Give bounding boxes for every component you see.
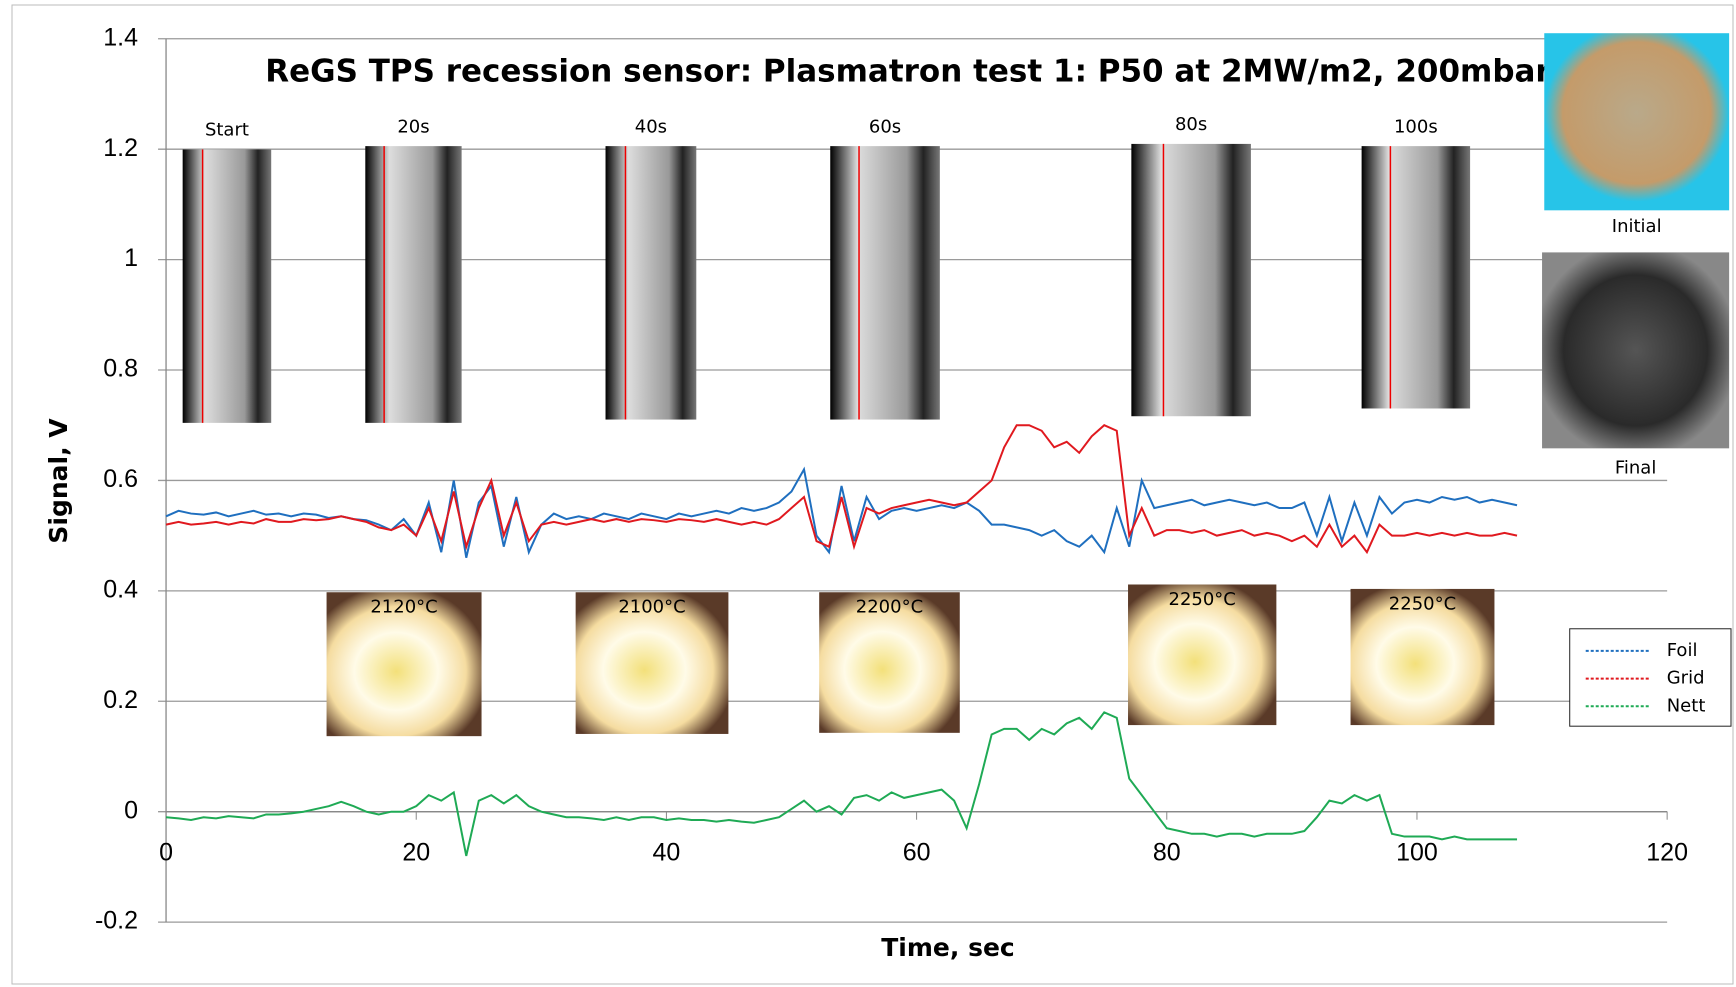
y-tick-label: -0.2 <box>95 907 138 935</box>
x-tick-label: 120 <box>1646 838 1688 866</box>
sample-image <box>1544 33 1730 211</box>
y-axis-label: Signal, V <box>44 418 73 544</box>
legend-box <box>1569 628 1732 727</box>
xray-image <box>1131 143 1251 417</box>
xray-image <box>182 149 272 423</box>
xray-label: 80s <box>1175 114 1207 135</box>
chart-title: ReGS TPS recession sensor: Plasmatron te… <box>265 54 1551 90</box>
x-tick-label: 0 <box>159 838 173 866</box>
y-tick-label: 0.8 <box>103 355 138 383</box>
temperature-label: 2200°C <box>856 597 923 618</box>
legend-label: Foil <box>1667 640 1698 661</box>
temperature-label: 2120°C <box>370 597 437 618</box>
xray-image <box>605 146 697 420</box>
legend-label: Grid <box>1667 668 1705 689</box>
xray-label: Start <box>205 120 249 141</box>
y-tick-label: 0.6 <box>103 465 138 493</box>
x-tick-label: 20 <box>402 838 430 866</box>
temperature-label: 2100°C <box>618 597 685 618</box>
sample-image <box>1542 252 1730 449</box>
series-line <box>165 711 1518 857</box>
y-tick-label: 0.4 <box>103 575 138 603</box>
temperature-label: 2250°C <box>1169 589 1236 610</box>
xray-label: 100s <box>1394 116 1438 137</box>
y-tick-label: 1.4 <box>103 23 138 51</box>
xray-image <box>830 146 940 420</box>
x-axis-label: Time, sec <box>881 933 1014 962</box>
x-tick-label: 60 <box>903 838 931 866</box>
y-tick-label: 0.2 <box>103 686 138 714</box>
pyrometer-image <box>1128 584 1277 726</box>
x-tick-label: 80 <box>1153 838 1181 866</box>
pyrometer-image <box>575 592 729 734</box>
xray-label: 40s <box>635 116 667 137</box>
xray-image <box>1361 146 1471 409</box>
frame <box>11 4 1734 985</box>
sample-label: Initial <box>1612 216 1662 237</box>
pyrometer-image <box>326 592 482 737</box>
y-tick-label: 0 <box>124 796 138 824</box>
series-line <box>165 424 1518 555</box>
x-tick-label: 100 <box>1396 838 1438 866</box>
xray-label: 20s <box>397 116 429 137</box>
xray-label: 60s <box>869 116 901 137</box>
y-tick-label: 1.2 <box>103 134 138 162</box>
pyrometer-image <box>1350 588 1495 726</box>
sample-label: Final <box>1615 457 1656 478</box>
y-tick-label: 1 <box>124 244 138 272</box>
legend-label: Nett <box>1667 695 1706 716</box>
xray-image <box>365 146 462 423</box>
x-tick-label: 40 <box>653 838 681 866</box>
pyrometer-image <box>819 592 960 733</box>
temperature-label: 2250°C <box>1389 593 1456 614</box>
